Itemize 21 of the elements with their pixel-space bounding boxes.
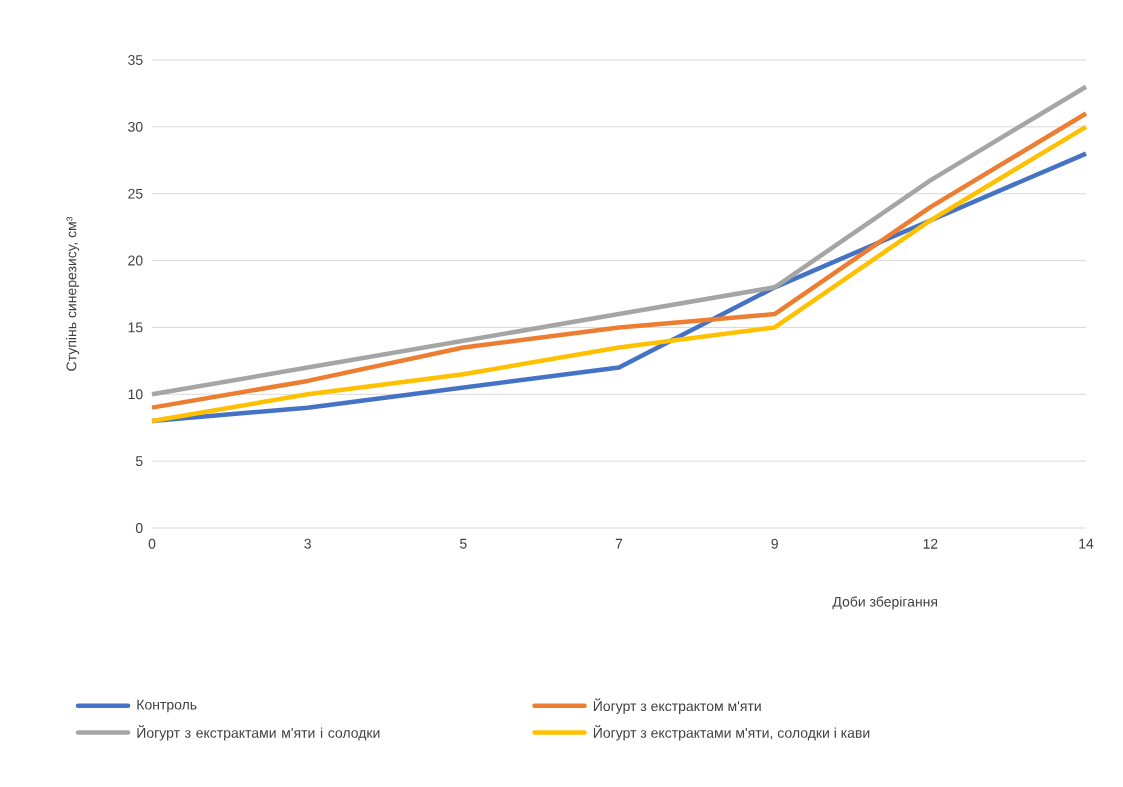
x-tick-label: 3: [304, 538, 311, 549]
legend-label: Йогурт з екстрактом м'яти: [593, 698, 761, 714]
x-tick-label: 9: [771, 538, 778, 549]
x-tick-label: 12: [923, 538, 938, 549]
x-tick-label: 0: [148, 538, 156, 549]
y-tick-label: 0: [135, 523, 143, 533]
y-tick-label: 30: [128, 121, 143, 132]
legend-label: Контроль: [137, 699, 197, 713]
y-axis-title: Ступінь синерезису, см³: [66, 216, 80, 371]
y-tick-label: 25: [128, 188, 143, 199]
x-axis-title: Доби зберігання: [832, 596, 938, 610]
y-tick-label: 15: [128, 322, 143, 333]
x-tick-label: 7: [615, 538, 623, 549]
y-tick-label: 5: [135, 456, 143, 467]
y-tick-label: 20: [128, 255, 143, 266]
legend-label: Йогурт з екстрактами м'яти, солодки і кави: [593, 725, 870, 741]
x-tick-label: 14: [1079, 538, 1094, 549]
legend-label: Йогурт з екстрактами м'яти і солодки: [137, 725, 380, 741]
y-tick-label: 35: [128, 55, 143, 65]
y-tick-label: 10: [128, 389, 143, 400]
x-tick-label: 5: [460, 538, 467, 549]
